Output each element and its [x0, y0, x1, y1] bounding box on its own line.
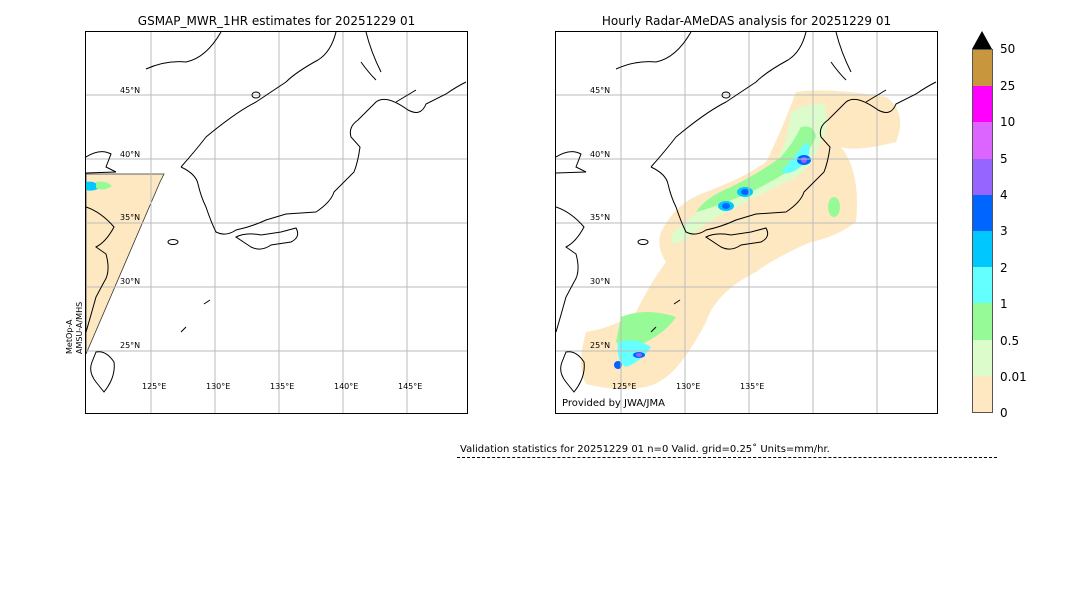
colorbar-extend-arrow [972, 31, 992, 49]
lon-label-130: 130°E [676, 382, 701, 391]
lat-label-40: 40°N [590, 150, 611, 159]
lon-label-145: 145°E [398, 382, 423, 391]
lat-label-45: 45°N [590, 86, 611, 95]
lat-label-30: 30°N [120, 277, 141, 286]
colorbar-label-25: 25 [1000, 79, 1016, 93]
left-map-graphic [86, 32, 467, 413]
colorbar-bin-0 [973, 375, 992, 412]
colorbar-bin-7 [973, 122, 992, 159]
satellite-name: MetOp-A [65, 319, 74, 354]
right-map-panel: 45°N 40°N 35°N 30°N 25°N 125°E 130°E 135… [555, 31, 938, 414]
colorbar-label-0: 0 [1000, 406, 1008, 420]
colorbar-label-1: 1 [1000, 297, 1008, 311]
colorbar-label-0.5: 0.5 [1000, 334, 1020, 348]
colorbar-bin-2 [973, 303, 992, 340]
left-map-panel: 45°N 40°N 35°N 30°N 25°N 125°E 130°E 135… [85, 31, 468, 414]
colorbar-bin-6 [973, 158, 992, 195]
lat-label-25: 25°N [120, 341, 141, 350]
colorbar-label-4: 4 [1000, 188, 1008, 202]
right-map-graphic [556, 32, 937, 413]
lat-label-35: 35°N [590, 213, 611, 222]
colorbar-bin-8 [973, 86, 992, 123]
data-credit: Provided by JWA/JMA [562, 398, 665, 409]
validation-statistics: Validation statistics for 20251229 01 n=… [460, 444, 830, 455]
lon-label-140: 140°E [334, 382, 359, 391]
validation-divider [457, 457, 997, 458]
colorbar-bin-3 [973, 267, 992, 304]
colorbar-bin-1 [973, 339, 992, 376]
lon-label-135: 135°E [270, 382, 295, 391]
colorbar-label-3: 3 [1000, 224, 1008, 238]
lat-label-30: 30°N [590, 277, 611, 286]
lon-label-125: 125°E [612, 382, 637, 391]
lon-label-135: 135°E [740, 382, 765, 391]
colorbar-label-0.01: 0.01 [1000, 370, 1027, 384]
lat-label-40: 40°N [120, 150, 141, 159]
sensor-name: AMSU-A/MHS [75, 301, 84, 354]
colorbar-bin-5 [973, 194, 992, 231]
colorbar-bin-9 [973, 49, 992, 87]
colorbar-label-50: 50 [1000, 42, 1016, 56]
colorbar-label-10: 10 [1000, 115, 1016, 129]
left-map-title: GSMAP_MWR_1HR estimates for 20251229 01 [137, 14, 416, 28]
colorbar-label-5: 5 [1000, 152, 1008, 166]
lon-label-130: 130°E [206, 382, 231, 391]
lat-label-45: 45°N [120, 86, 141, 95]
colorbar-label-2: 2 [1000, 261, 1008, 275]
colorbar [972, 49, 993, 413]
colorbar-bin-4 [973, 230, 992, 268]
satellite-label: MetOp-A AMSU-A/MHS [63, 290, 87, 356]
lon-label-125: 125°E [142, 382, 167, 391]
lat-label-25: 25°N [590, 341, 611, 350]
lat-label-35: 35°N [120, 213, 141, 222]
right-map-title: Hourly Radar-AMeDAS analysis for 2025122… [601, 14, 892, 28]
